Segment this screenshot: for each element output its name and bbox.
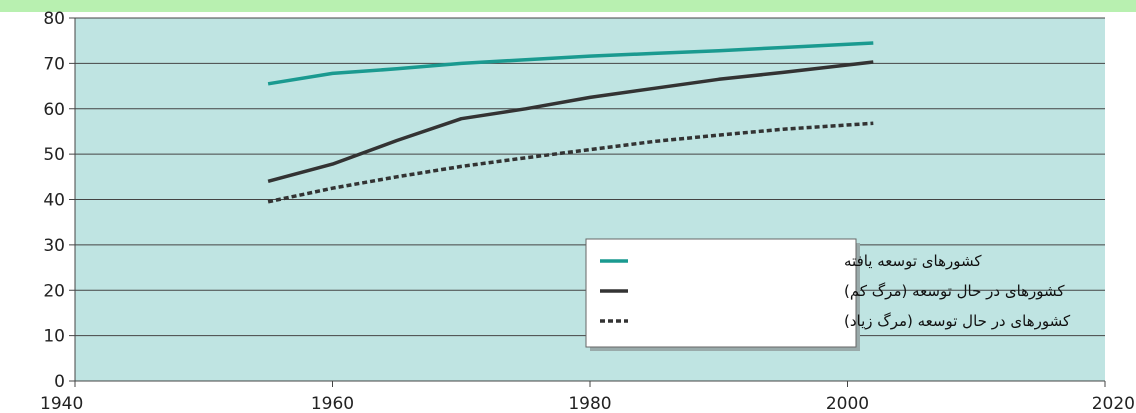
y-tick-label: 10	[43, 327, 65, 347]
y-tick-label: 70	[43, 54, 65, 74]
legend-label-1: کشورهای توسعه یافته	[844, 252, 982, 270]
y-tick-label: 30	[43, 236, 65, 256]
x-tick-label: 2000	[826, 394, 869, 413]
legend-label-3: کشورهای در حال توسعه (مرگ زیاد)	[844, 312, 1071, 330]
legend-box	[586, 239, 856, 347]
y-tick-label: 80	[43, 9, 65, 29]
x-tick-label: 1940	[40, 394, 83, 413]
x-tick-label: 1980	[568, 394, 611, 413]
x-tick-label: 1960	[311, 394, 354, 413]
y-tick-label: 60	[43, 100, 65, 120]
y-tick-label: 0	[54, 372, 65, 392]
y-tick-label: 50	[43, 145, 65, 165]
x-tick-label: 2020	[1092, 394, 1135, 413]
legend-label-2: کشورهای در حال توسعه (مرگ کم)	[844, 282, 1065, 300]
y-tick-label: 40	[43, 191, 65, 211]
y-tick-label: 20	[43, 281, 65, 301]
